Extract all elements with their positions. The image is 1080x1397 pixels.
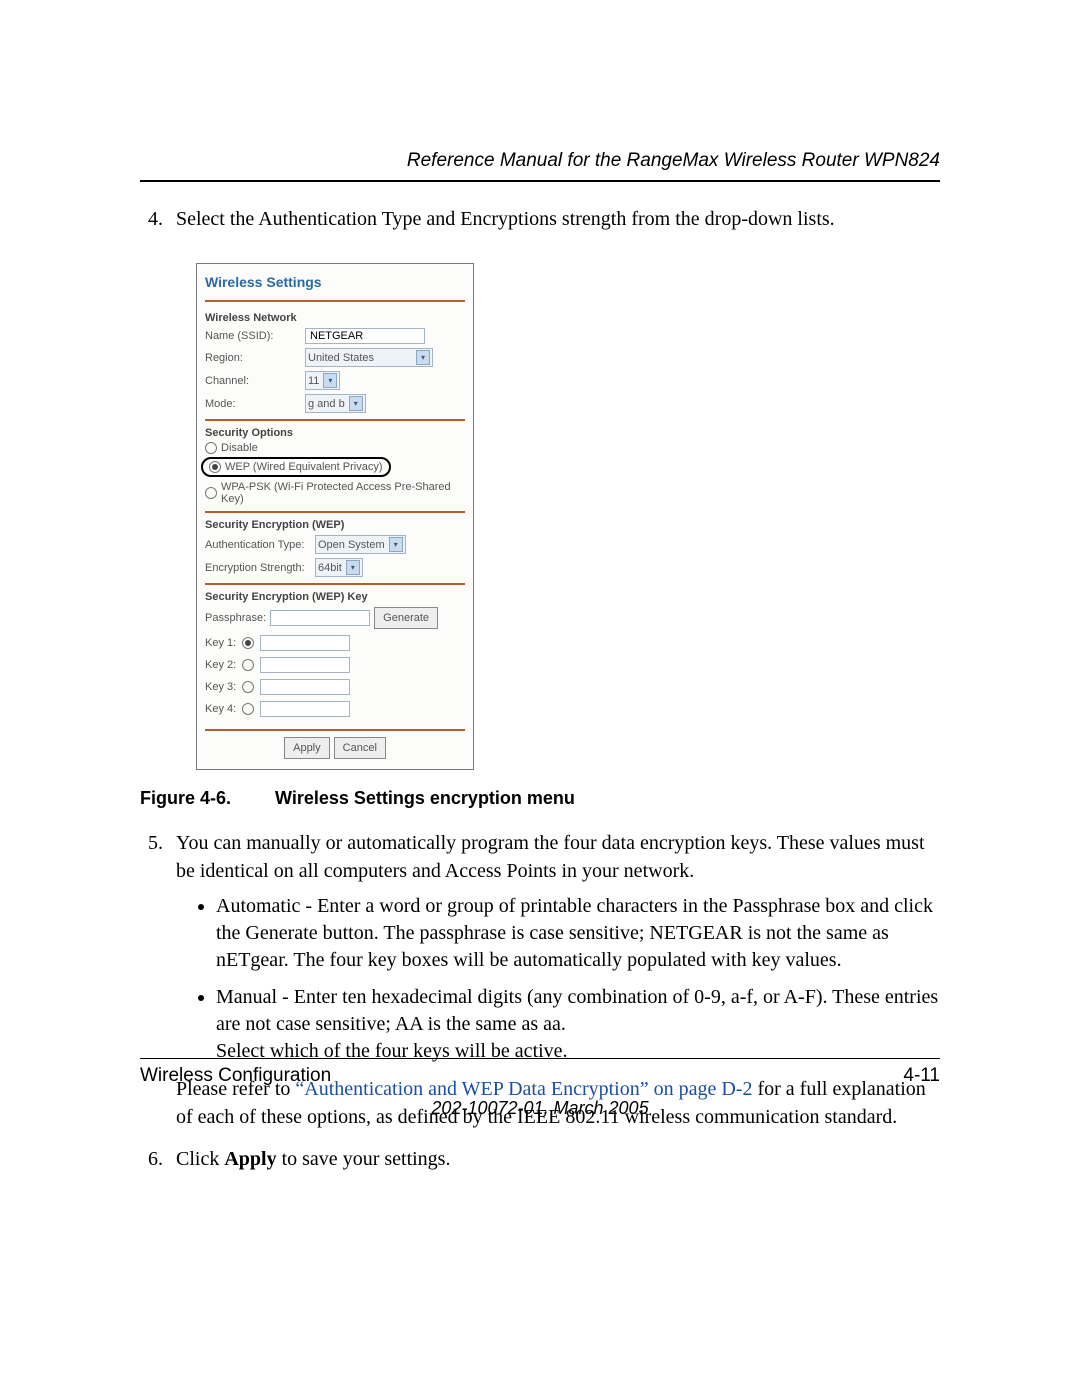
key2-input[interactable] [260, 657, 350, 673]
chevron-down-icon: ▾ [346, 560, 360, 575]
passphrase-input[interactable] [270, 610, 370, 626]
footer-section-title: Wireless Configuration [140, 1065, 331, 1087]
key4-input[interactable] [260, 701, 350, 717]
radio-icon [209, 461, 221, 473]
step-6-apply-word: Apply [224, 1148, 276, 1170]
figure-caption: Figure 4-6. Wireless Settings encryption… [140, 788, 940, 809]
chevron-down-icon: ▾ [323, 373, 337, 388]
generate-button[interactable]: Generate [374, 607, 438, 629]
step-5-lead: You can manually or automatically progra… [176, 832, 925, 882]
key3-input[interactable] [260, 679, 350, 695]
wireless-network-heading: Wireless Network [205, 312, 465, 324]
header-rule [140, 180, 940, 182]
auth-type-label: Authentication Type: [205, 539, 315, 551]
security-option-disable[interactable]: Disable [205, 442, 465, 454]
key1-label: Key 1: [205, 637, 236, 649]
apply-button[interactable]: Apply [284, 737, 330, 759]
mode-value: g and b [308, 398, 345, 410]
bullet-manual: Manual - Enter ten hexadecimal digits (a… [216, 984, 940, 1065]
ssid-input[interactable] [305, 328, 425, 344]
step-6: Click Apply to save your settings. [168, 1145, 940, 1173]
option-disable-label: Disable [221, 442, 258, 454]
wep-key-heading: Security Encryption (WEP) Key [205, 591, 465, 603]
wep-encryption-heading: Security Encryption (WEP) [205, 519, 465, 531]
ssid-label: Name (SSID): [205, 330, 305, 342]
security-option-wpa[interactable]: WPA-PSK (Wi-Fi Protected Access Pre-Shar… [205, 481, 465, 505]
router-ui-screenshot: Wireless Settings Wireless Network Name … [196, 263, 474, 770]
bullet-automatic: Automatic - Enter a word or group of pri… [216, 893, 940, 974]
channel-select[interactable]: 11 ▾ [305, 371, 340, 390]
option-wpa-label: WPA-PSK (Wi-Fi Protected Access Pre-Shar… [221, 481, 465, 505]
enc-strength-label: Encryption Strength: [205, 562, 315, 574]
region-select[interactable]: United States ▾ [305, 348, 433, 367]
mode-label: Mode: [205, 398, 305, 410]
radio-icon [242, 637, 254, 649]
footer-rule [140, 1058, 940, 1059]
key4-row[interactable]: Key 4: [205, 701, 465, 717]
key1-input[interactable] [260, 635, 350, 651]
figure-number: Figure 4-6. [140, 788, 270, 809]
radio-icon [242, 703, 254, 715]
figure-caption-text: Wireless Settings encryption menu [275, 788, 575, 808]
enc-strength-select[interactable]: 64bit ▾ [315, 558, 363, 577]
key4-label: Key 4: [205, 703, 236, 715]
region-label: Region: [205, 352, 305, 364]
radio-icon [242, 681, 254, 693]
chevron-down-icon: ▾ [349, 396, 363, 411]
channel-value: 11 [308, 375, 319, 387]
chevron-down-icon: ▾ [416, 350, 430, 365]
auth-type-value: Open System [318, 539, 385, 551]
option-wep-label: WEP (Wired Equivalent Privacy) [225, 461, 383, 473]
page-header-title: Reference Manual for the RangeMax Wirele… [407, 150, 940, 172]
footer-doc-id: 202-10072-01, March 2005 [0, 1098, 1080, 1119]
key1-row[interactable]: Key 1: [205, 635, 465, 651]
chevron-down-icon: ▾ [389, 537, 403, 552]
step-6-post: to save your settings. [277, 1148, 451, 1170]
mode-select[interactable]: g and b ▾ [305, 394, 366, 413]
bullet-manual-line1: Manual - Enter ten hexadecimal digits (a… [216, 986, 938, 1035]
wep-highlight: WEP (Wired Equivalent Privacy) [201, 457, 391, 477]
footer-page-number: 4-11 [903, 1065, 940, 1087]
radio-icon [242, 659, 254, 671]
radio-icon [205, 487, 217, 499]
auth-type-select[interactable]: Open System ▾ [315, 535, 406, 554]
ui-panel-title: Wireless Settings [205, 270, 465, 302]
passphrase-label: Passphrase: [205, 612, 266, 624]
security-option-wep[interactable]: WEP (Wired Equivalent Privacy) [209, 461, 383, 473]
enc-strength-value: 64bit [318, 562, 342, 574]
radio-icon [205, 442, 217, 454]
step-4: Select the Authentication Type and Encry… [168, 205, 940, 233]
key3-row[interactable]: Key 3: [205, 679, 465, 695]
key3-label: Key 3: [205, 681, 236, 693]
step-6-pre: Click [176, 1148, 224, 1170]
key2-label: Key 2: [205, 659, 236, 671]
key2-row[interactable]: Key 2: [205, 657, 465, 673]
region-value: United States [308, 352, 374, 364]
channel-label: Channel: [205, 375, 305, 387]
cancel-button[interactable]: Cancel [334, 737, 386, 759]
security-options-heading: Security Options [205, 427, 465, 439]
